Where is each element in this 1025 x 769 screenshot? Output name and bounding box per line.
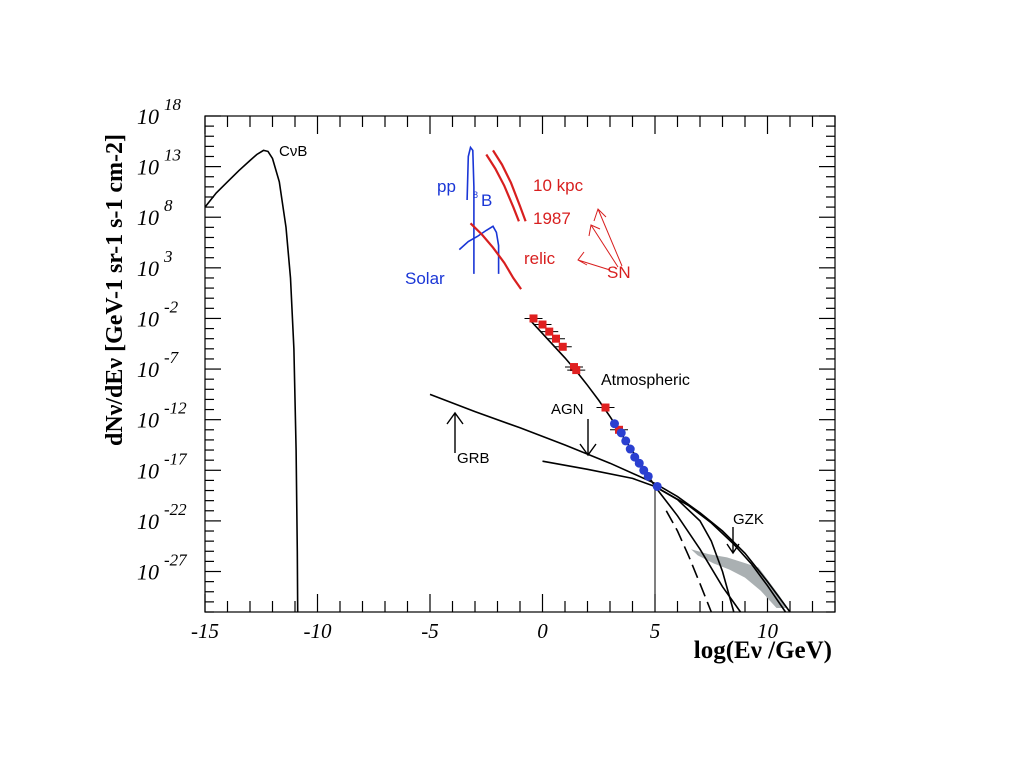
gzk-arrow — [726, 527, 740, 555]
agn-curve — [542, 460, 735, 613]
y-tick-exponent: -7 — [164, 348, 180, 367]
atmospheric-point-blue — [652, 481, 662, 491]
curves-group — [204, 145, 791, 613]
sn-arrow-relic — [577, 251, 611, 271]
pp-label: pp — [437, 177, 456, 196]
y-tick-exponent: -2 — [164, 297, 179, 316]
atmospheric-point-red — [545, 327, 554, 336]
grb-curve — [429, 393, 791, 613]
x-tick-label: 10 — [757, 619, 779, 643]
y-tick-base: 10 — [137, 306, 159, 331]
atmospheric-point-red — [572, 366, 581, 375]
x-tick-label: -10 — [304, 619, 332, 643]
y-tick-base: 10 — [137, 155, 159, 180]
y-tick-base: 10 — [137, 357, 159, 382]
x-tick-group: -15 -10 -5 0 5 10 — [191, 116, 779, 643]
y-tick-base: 10 — [137, 458, 159, 483]
y-tick-exponent: 18 — [164, 95, 182, 114]
atmospheric-point-red — [529, 314, 538, 323]
atmospheric-point-red — [552, 334, 560, 343]
x-tick-label: 0 — [537, 619, 548, 643]
gzk-band-group — [691, 549, 788, 608]
y-tick-exponent: -22 — [164, 500, 187, 519]
y-tick-base: 10 — [137, 256, 159, 281]
gzk-curve — [654, 485, 787, 613]
x-axis-label: log(Eν /GeV) — [694, 637, 832, 664]
y-tick-base: 10 — [137, 560, 159, 585]
sn-label: SN — [607, 263, 631, 282]
y-tick-exponent: 3 — [163, 247, 173, 266]
y-axis-label: dNν/dEν [GeV-1 sr-1 s-1 cm-2] — [102, 134, 128, 446]
agn-label: AGN — [551, 401, 584, 418]
minor-tick-group — [205, 116, 836, 613]
atmospheric-curve — [530, 320, 742, 613]
gzk-label: GZK — [733, 511, 764, 528]
c-b-curve — [204, 149, 299, 613]
b8-sup-label: 8 — [473, 190, 478, 200]
atmospheric-point-blue — [625, 444, 635, 454]
atmospheric-point-red — [558, 342, 567, 351]
1987-curve — [485, 153, 520, 222]
y-tick-base: 10 — [137, 509, 159, 534]
y-tick-exponent: -27 — [164, 551, 188, 570]
y-tick-base: 10 — [137, 205, 159, 230]
10-kpc-curve — [492, 149, 527, 222]
atmospheric-point-blue — [643, 471, 653, 481]
y-tick-exponent: 13 — [164, 146, 181, 165]
atmospheric-point-blue — [621, 436, 631, 446]
arrow-markers — [446, 411, 740, 555]
relic-curve — [469, 222, 523, 290]
atmospheric-point-red — [538, 320, 547, 329]
y-tick-base: 10 — [137, 408, 159, 433]
cnub-label: CνB — [279, 143, 307, 160]
sn-arrows — [577, 208, 623, 271]
grb-label: GRB — [457, 450, 490, 467]
agn-arrow — [579, 419, 597, 457]
atmospheric-point-red — [601, 403, 610, 412]
atmospheric-point-blue — [610, 419, 619, 429]
b8-label: B — [481, 191, 492, 210]
atmospheric-label: Atmospheric — [601, 372, 690, 389]
pp-curve — [466, 145, 475, 274]
plot-frame — [204, 115, 836, 613]
sn-arrow-1987 — [593, 208, 623, 267]
y-tick-exponent: -17 — [164, 449, 188, 468]
sn-1987-label: 1987 — [533, 209, 571, 228]
x-tick-label: -5 — [421, 619, 439, 643]
atmospheric-point-blue — [634, 458, 644, 468]
sn-10kpc-label: 10 kpc — [533, 176, 584, 195]
data-points-group — [524, 314, 662, 491]
solar-label: Solar — [405, 269, 445, 288]
gzk-band — [691, 549, 788, 608]
y-tick-base: 10 — [137, 104, 159, 129]
x-tick-label: 5 — [650, 619, 661, 643]
y-tick-exponent: 8 — [164, 196, 173, 215]
atmospheric-point-blue — [616, 428, 626, 438]
y-tick-exponent: -12 — [164, 399, 187, 418]
sn-arrow-1987b — [588, 224, 619, 268]
sn-relic-label: relic — [524, 249, 556, 268]
8b-curve — [458, 225, 500, 274]
x-tick-label: -15 — [191, 619, 219, 643]
grb-arrow — [446, 411, 464, 453]
agn-dashed-curve — [665, 510, 713, 613]
